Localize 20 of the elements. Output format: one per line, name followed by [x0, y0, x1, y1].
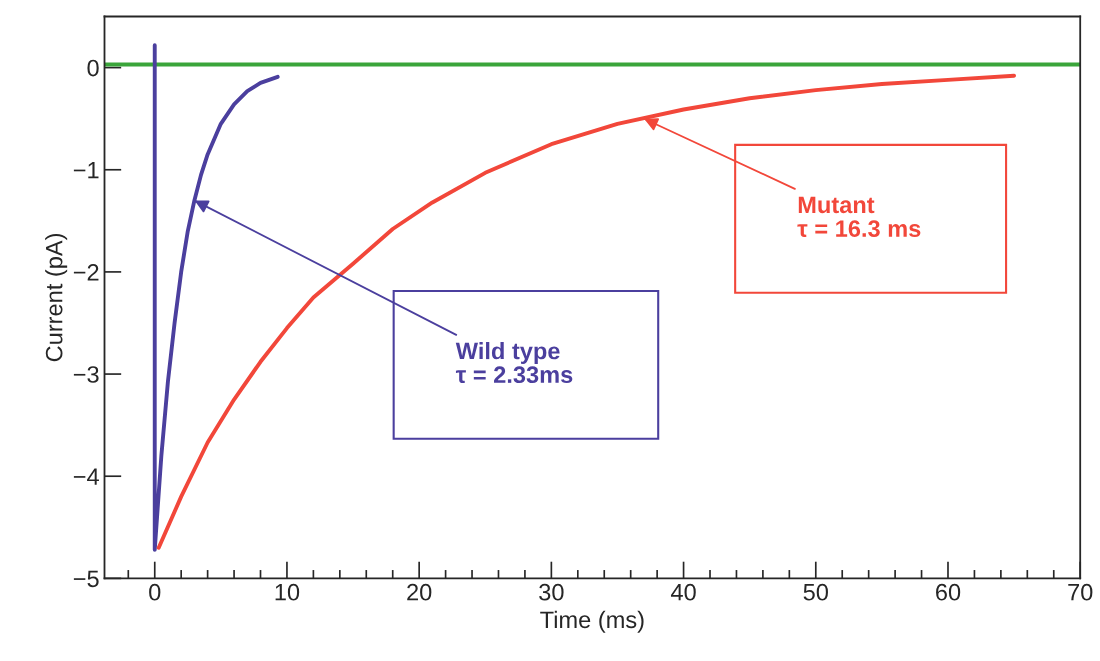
y-tick-label: −3	[73, 366, 99, 383]
annotation: Mutant τ = 16.3 ms	[797, 196, 921, 238]
x-tick-label: 70	[1068, 583, 1093, 601]
x-tick-label: 10	[275, 583, 300, 601]
line-series	[152, 43, 280, 552]
x-tick-label: 0	[149, 583, 161, 601]
annotation: Wild type τ = 2.33ms	[455, 342, 573, 384]
x-tick-label: 50	[803, 583, 828, 601]
line-series	[156, 73, 1017, 550]
y-tick-label: −4	[73, 468, 99, 485]
x-tick-label: 60	[936, 583, 961, 601]
x-tick-label: 30	[539, 583, 564, 601]
y-tick-label: −5	[73, 570, 99, 588]
y-tick-label: −2	[73, 263, 99, 281]
y-tick-label: −1	[73, 162, 99, 179]
y-axis-title: Current (pA)	[45, 233, 68, 362]
x-axis-title: Time (ms)	[540, 610, 644, 633]
x-tick-label: 40	[670, 583, 696, 601]
y-tick-label: 0	[87, 59, 99, 77]
x-tick-label: 20	[407, 583, 432, 601]
